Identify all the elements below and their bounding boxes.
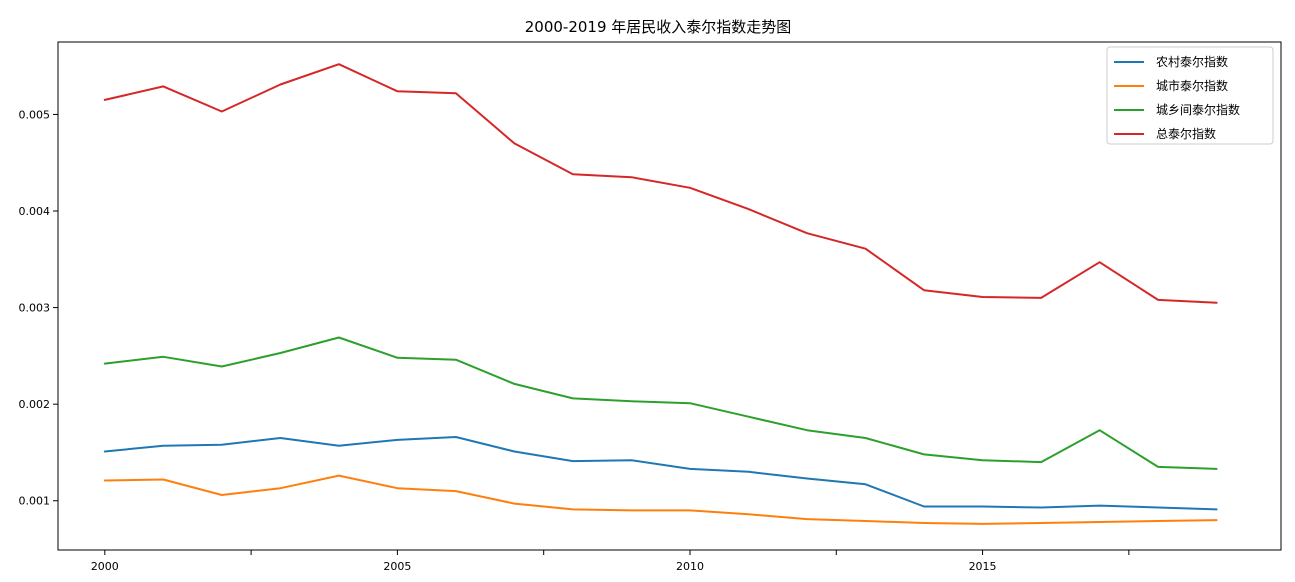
y-tick-label: 0.005 xyxy=(19,108,51,121)
y-tick-label: 0.004 xyxy=(19,205,51,218)
x-tick-label: 2010 xyxy=(676,560,704,573)
legend-label-1: 城市泰尔指数 xyxy=(1156,78,1228,93)
y-tick-label: 0.002 xyxy=(19,398,51,411)
legend-box xyxy=(1106,46,1274,145)
y-tick-label: 0.001 xyxy=(19,495,51,508)
y-tick-label: 0.003 xyxy=(19,302,51,315)
series-line-1 xyxy=(103,474,1218,525)
plot-area xyxy=(57,41,1282,551)
series-layer xyxy=(103,63,1218,525)
chart-title: 2000-2019 年居民收入泰尔指数走势图 xyxy=(525,18,792,36)
legend-label-0: 农村泰尔指数 xyxy=(1156,54,1228,69)
x-axis: 2000 2005 2010 2015 xyxy=(91,550,1130,573)
x-tick-label: 2000 xyxy=(91,560,119,573)
y-axis: 0.001 0.002 0.003 0.004 0.005 xyxy=(19,108,58,508)
series-line-3 xyxy=(103,63,1218,304)
x-tick-label: 2005 xyxy=(383,560,411,573)
x-tick-label: 2015 xyxy=(969,560,997,573)
legend-label-2: 城乡间泰尔指数 xyxy=(1156,102,1240,117)
legend-label-3: 总泰尔指数 xyxy=(1156,126,1216,141)
series-line-0 xyxy=(103,436,1218,511)
series-line-2 xyxy=(103,336,1218,470)
